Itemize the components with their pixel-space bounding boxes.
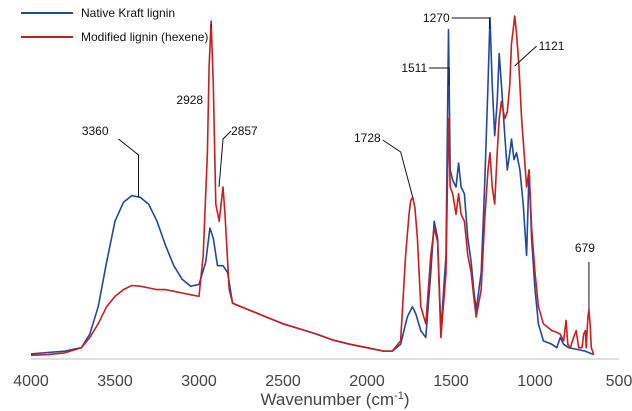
series-line-native (30, 16, 595, 356)
series-line-modified (30, 15, 595, 357)
legend-label-native: Native Kraft lignin (81, 6, 175, 20)
x-tick-label: 3000 (181, 373, 217, 390)
peak-annotations: 3360 2928 2857 1728 1511 1270 1121 679 (82, 11, 595, 311)
x-tick-label: 1000 (517, 373, 553, 390)
legend: Native Kraft lignin Modified lignin (hex… (21, 6, 208, 44)
annotation-leader-1511 (429, 67, 450, 86)
annotation-label-679: 679 (575, 241, 595, 255)
annotation-label-1728: 1728 (354, 131, 381, 145)
series-layer (30, 15, 595, 357)
annotation-leader-1728 (382, 139, 414, 198)
x-axis-title: Wavenumber (cm-1) (261, 390, 410, 409)
annotation-leader-2857 (218, 130, 232, 188)
x-tick-label: 2000 (349, 373, 385, 390)
x-axis-title-superscript: -1 (394, 390, 404, 402)
x-tick-labels: 4000 3500 3000 2500 2000 1500 1000 500 (13, 373, 632, 390)
annotation-leader-1270 (451, 17, 491, 29)
annotation-label-2928: 2928 (176, 93, 203, 107)
x-tick-label: 2500 (265, 373, 301, 390)
x-tick-label: 1500 (433, 373, 469, 390)
x-tick-label: 3500 (97, 373, 133, 390)
annotation-label-1121: 1121 (539, 39, 565, 53)
x-tick-label: 4000 (13, 373, 49, 390)
annotation-label-2857: 2857 (231, 124, 258, 138)
x-tick-label: 500 (606, 373, 632, 390)
annotation-leader-3360 (118, 138, 140, 197)
annotation-label-3360: 3360 (82, 124, 109, 138)
annotation-leader-1121 (514, 45, 538, 67)
annotation-label-1270: 1270 (423, 11, 450, 25)
x-axis-title-main: Wavenumber (cm (261, 390, 395, 409)
legend-label-modified: Modified lignin (hexene) (81, 30, 208, 44)
annotation-label-1511: 1511 (401, 61, 427, 75)
x-axis-title-suffix: ) (404, 390, 410, 409)
